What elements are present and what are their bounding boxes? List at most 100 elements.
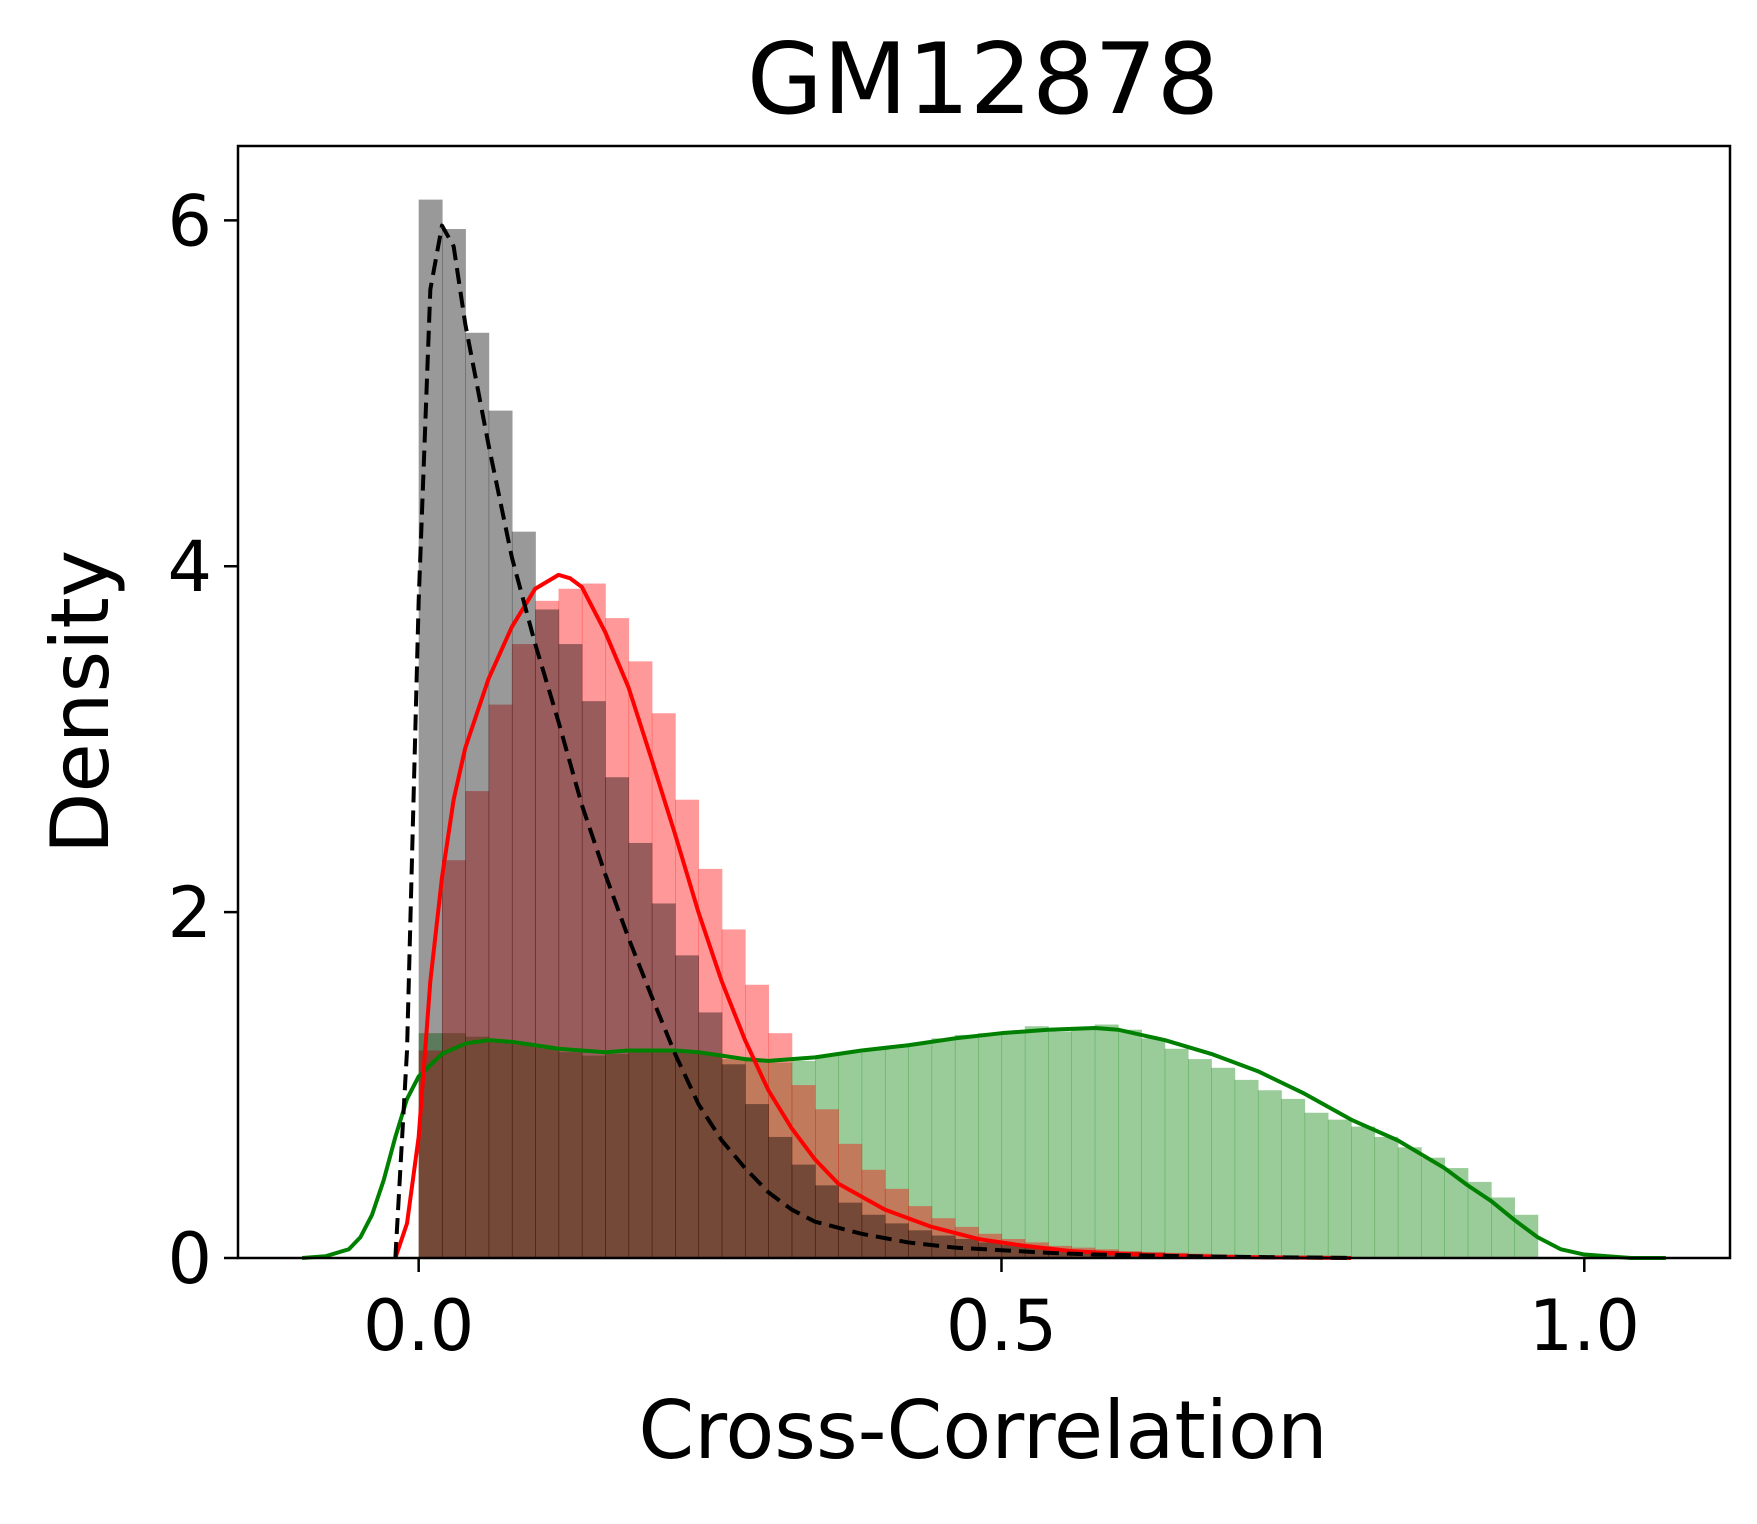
hist-bar [954,1238,979,1258]
hist-bar [745,1060,769,1258]
hist-bar [675,1050,700,1258]
hist-bar [605,1053,630,1258]
hist-bar [511,644,536,1258]
hist-bar [1141,1038,1166,1258]
hist-bar [1304,1112,1329,1258]
series-2 [418,199,1352,1259]
y-tick-label: 2 [167,872,212,954]
hist-bar [1024,1247,1049,1258]
hist-bar [535,600,560,1258]
y-axis: 0 2 4 6 [167,180,238,1300]
hist-bar [651,1048,676,1258]
plot-frame [236,144,1732,1260]
y-tick-label: 6 [167,180,212,262]
hist-bar [791,1164,816,1258]
x-axis: 0.0 0.5 1.0 [363,1258,1640,1367]
kde-line [393,223,1352,1260]
hist-bar [535,609,560,1258]
hist-bar [581,1055,606,1258]
hist-bar [814,1109,839,1258]
hist-bar [1048,1031,1073,1258]
hist-bar [768,1136,793,1258]
hist-bar [418,1033,443,1258]
hist-bar [1234,1079,1259,1258]
hist-bar [605,618,630,1258]
hist-bar [511,531,536,1258]
y-axis-label: Density [34,550,127,854]
hist-bar [978,1033,1003,1258]
hist-bar [1001,1031,1026,1258]
hist-bar [721,1059,746,1258]
kde-line [301,1025,1666,1260]
series-1 [418,583,1352,1258]
hist-bar [675,955,700,1258]
hist-bar [908,1230,933,1258]
hist-bar [931,1038,956,1258]
hist-bar [1281,1098,1306,1258]
hist-bar [768,1062,793,1258]
hist-bar [675,799,700,1258]
hist-bar [1327,1119,1352,1258]
hist-bar [465,1036,490,1258]
hist-bar [1001,1245,1026,1258]
hist-bar [1421,1157,1446,1258]
hist-bar [814,1055,839,1258]
hist-bar [698,1012,723,1258]
hist-bar [465,791,490,1258]
hist-bar [1024,1026,1049,1258]
hist-bar [1211,1067,1236,1258]
hist-bar [581,583,606,1258]
y-tick-label: 0 [167,1218,212,1300]
hist-bar [1118,1029,1142,1258]
hist-bar [698,1053,723,1258]
hist-bar [488,704,513,1258]
hist-bar [721,1064,746,1258]
hist-bar [838,1052,863,1258]
hist-bar [488,1041,513,1258]
hist-bar [931,1235,956,1258]
hist-bar [861,1214,886,1258]
hist-bar [1048,1249,1073,1258]
hist-bar [651,713,676,1258]
hist-bar [488,410,513,1259]
hist-bar [1164,1048,1189,1258]
hist-bar [1351,1126,1376,1258]
hist-bar [884,1223,909,1258]
hist-bar [814,1185,839,1258]
hist-bar [791,1060,816,1258]
hist-bar [441,229,466,1258]
hist-bar [1467,1181,1492,1258]
hist-bar [1491,1197,1515,1258]
hist-bar [558,1052,583,1258]
hist-bar [441,860,466,1258]
hist-bar [558,644,583,1258]
x-tick-label: 1.0 [1529,1285,1640,1367]
hist-bar [628,661,653,1258]
x-tick-label: 0.0 [363,1285,474,1367]
x-axis-label: Cross-Correlation [638,1384,1327,1477]
hist-bar [605,777,630,1258]
hist-bar [628,1050,653,1258]
hist-bar [768,1033,793,1258]
hist-bar [721,929,746,1258]
hist-bar [884,1047,909,1258]
hist-bar [418,1050,443,1258]
chart-title: GM12878 [747,23,1219,137]
hist-bar [954,1034,979,1258]
hist-bar [581,701,606,1258]
hist-bar [978,1242,1003,1258]
hist-bar [535,1047,560,1258]
y-tick-label: 4 [167,526,212,608]
series-0 [418,1024,1539,1258]
hist-bar [838,1202,863,1258]
hist-bar [511,1043,536,1258]
hist-bar [651,903,676,1258]
hist-bar [1071,1250,1096,1258]
hist-bar [558,588,583,1258]
hist-bar [1071,1027,1096,1258]
hist-bar [1187,1059,1212,1258]
kde-line [393,572,1352,1260]
series-layer [301,199,1666,1260]
hist-bar [1257,1090,1282,1258]
